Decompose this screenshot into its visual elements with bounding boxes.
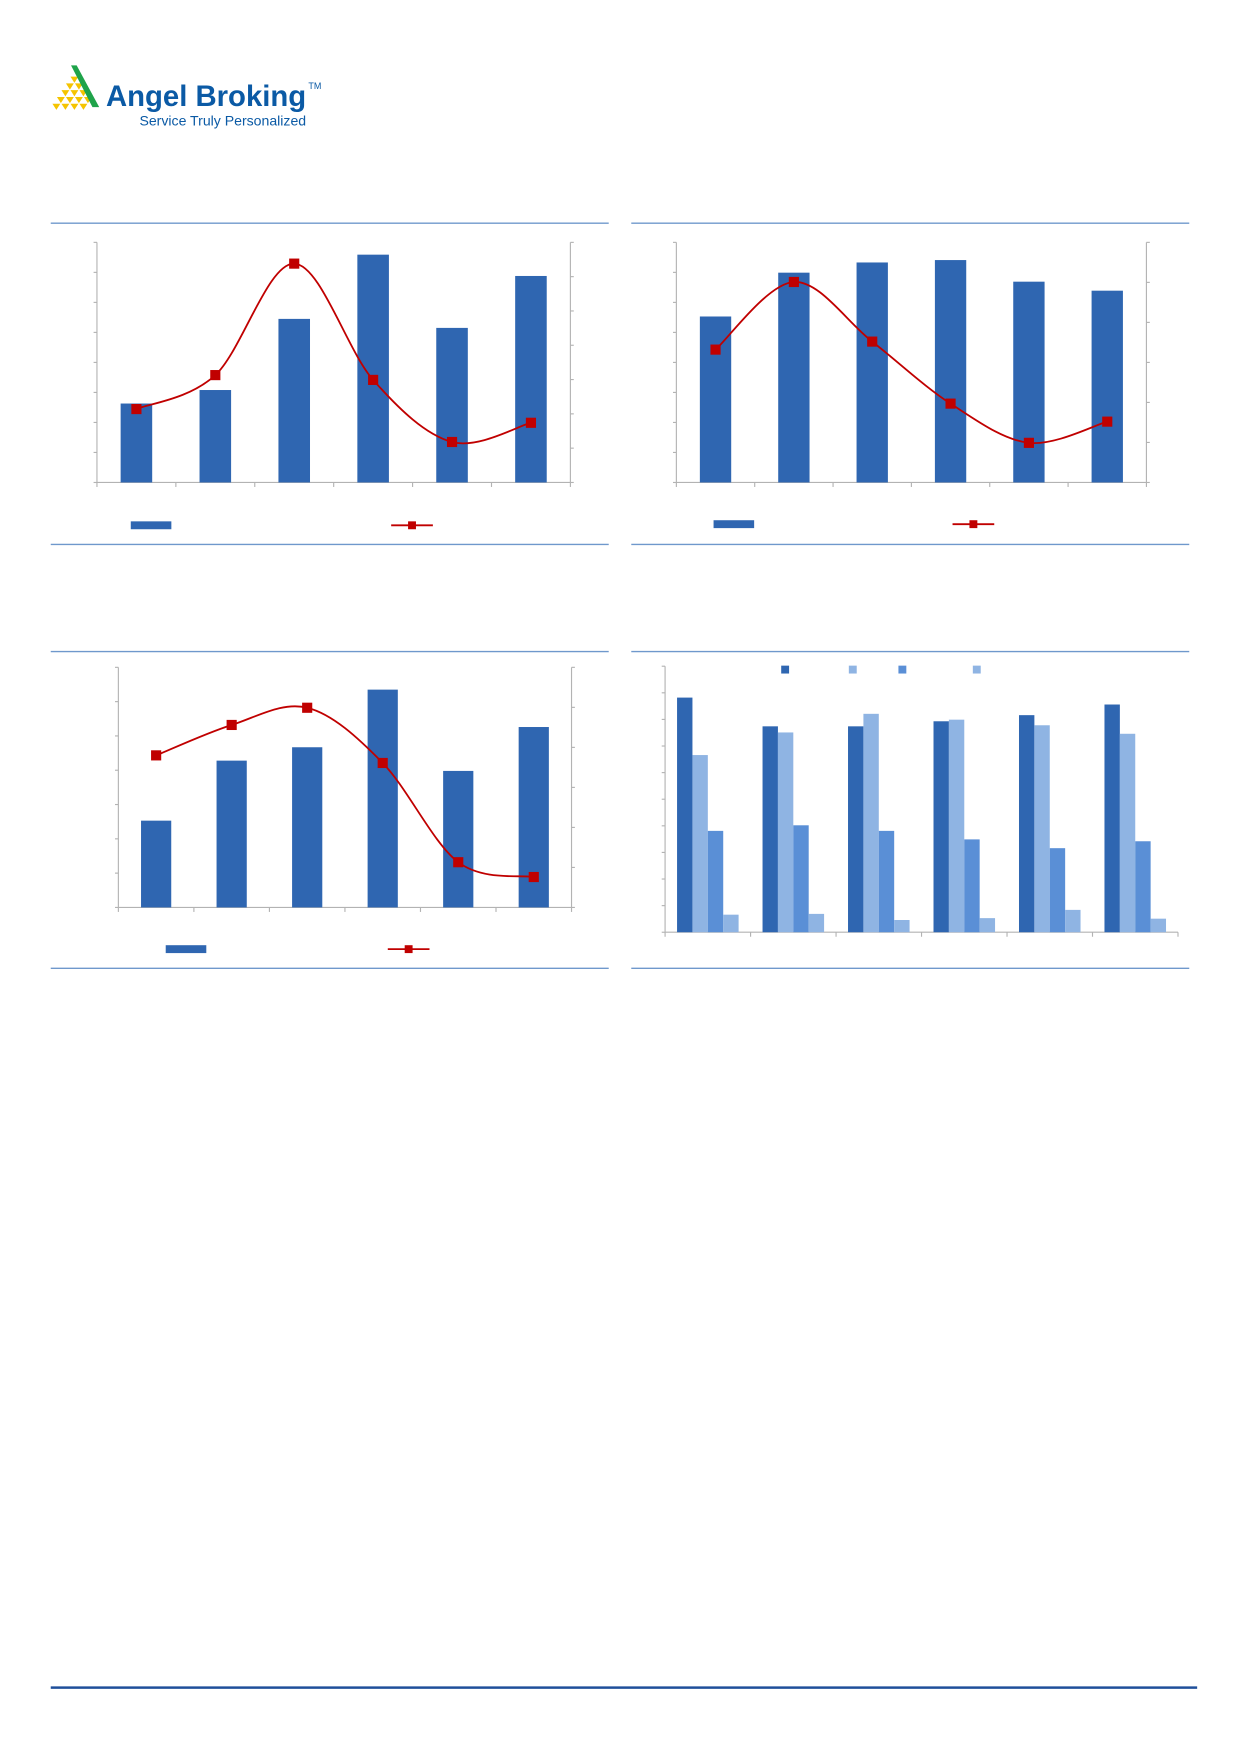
bar bbox=[848, 726, 864, 933]
bar bbox=[1034, 725, 1050, 933]
bar bbox=[723, 914, 739, 933]
legend-swatch bbox=[972, 665, 981, 674]
bar bbox=[808, 913, 825, 933]
bar bbox=[793, 825, 809, 933]
chart-1 bbox=[50, 222, 609, 546]
bar bbox=[863, 713, 879, 933]
logo-triangle bbox=[61, 103, 70, 110]
logo-triangle bbox=[70, 76, 79, 83]
bar bbox=[1104, 704, 1120, 933]
line-marker bbox=[446, 436, 458, 448]
bar bbox=[1049, 848, 1066, 933]
bar bbox=[692, 755, 708, 933]
line-marker bbox=[1102, 416, 1113, 427]
line-series bbox=[155, 705, 534, 878]
chart-2 bbox=[631, 222, 1190, 546]
legend-bar-swatch bbox=[130, 521, 172, 530]
logo-green-stripe bbox=[71, 65, 100, 108]
charts-area bbox=[50, 222, 1190, 969]
line-marker bbox=[131, 403, 142, 415]
legend-bar-swatch bbox=[713, 520, 755, 529]
bar bbox=[1135, 841, 1151, 933]
logo-triangle bbox=[70, 103, 79, 110]
bar bbox=[357, 254, 389, 483]
logo-triangle bbox=[65, 83, 74, 90]
bar bbox=[933, 721, 949, 933]
logo-triangle bbox=[52, 103, 61, 110]
bar bbox=[1150, 918, 1167, 933]
bar bbox=[1018, 715, 1035, 933]
angel-broking-logo: Angel Broking TM Service Truly Personali… bbox=[52, 65, 321, 128]
bar bbox=[443, 770, 474, 908]
bar bbox=[707, 830, 724, 933]
bar bbox=[964, 839, 980, 933]
bar bbox=[894, 919, 910, 933]
bar bbox=[699, 316, 732, 483]
bar bbox=[856, 262, 888, 483]
bar bbox=[367, 689, 398, 908]
bar bbox=[778, 272, 810, 483]
line-marker bbox=[867, 336, 878, 347]
legend-line-marker bbox=[969, 520, 978, 529]
logo-triangle bbox=[70, 90, 79, 97]
footer-rule bbox=[50, 1686, 1198, 1689]
bar bbox=[777, 732, 794, 933]
line-marker bbox=[788, 276, 799, 288]
line-marker bbox=[302, 702, 313, 713]
logo-triangle bbox=[56, 96, 65, 104]
bar bbox=[948, 719, 965, 933]
bar bbox=[762, 726, 778, 933]
logo-triangle bbox=[74, 83, 83, 90]
line-marker bbox=[453, 857, 464, 868]
bar bbox=[1091, 290, 1123, 483]
line-marker bbox=[368, 374, 379, 385]
logo-triangle-mark bbox=[52, 76, 92, 110]
logo-triangle bbox=[74, 96, 83, 104]
bar bbox=[216, 760, 247, 908]
line-series bbox=[714, 281, 1108, 444]
legend-bar-swatch bbox=[165, 945, 207, 954]
line-marker bbox=[525, 417, 537, 428]
bar bbox=[278, 318, 311, 483]
bar bbox=[934, 260, 967, 483]
bar bbox=[878, 830, 895, 933]
line-marker bbox=[210, 370, 221, 381]
bar bbox=[436, 327, 468, 483]
legend-swatch bbox=[848, 665, 857, 674]
logo-tagline: Service Truly Personalized bbox=[139, 112, 306, 128]
bar bbox=[1013, 281, 1045, 483]
legend-swatch bbox=[781, 665, 790, 674]
line-marker bbox=[377, 757, 388, 769]
logo-triangle bbox=[79, 103, 88, 110]
logo-trademark: TM bbox=[308, 81, 321, 91]
line-marker bbox=[1023, 437, 1034, 448]
bar bbox=[292, 747, 323, 908]
line-marker bbox=[945, 398, 956, 409]
chart-3 bbox=[50, 650, 609, 969]
chart-4 bbox=[631, 650, 1190, 969]
line-series bbox=[136, 262, 532, 445]
bar bbox=[1119, 733, 1136, 933]
logo-name: Angel Broking bbox=[106, 80, 306, 113]
line-marker bbox=[528, 871, 539, 883]
bar bbox=[979, 918, 996, 933]
bar bbox=[515, 275, 547, 483]
legend-line-marker bbox=[404, 945, 413, 954]
line-marker bbox=[151, 750, 162, 761]
line-marker bbox=[710, 344, 721, 355]
bar bbox=[120, 403, 153, 483]
bar bbox=[199, 390, 232, 483]
legend-line-marker bbox=[408, 521, 416, 530]
logo-triangle bbox=[61, 90, 70, 97]
bar bbox=[141, 820, 172, 908]
legend-swatch bbox=[898, 665, 907, 674]
line-marker bbox=[226, 719, 237, 731]
bar bbox=[677, 697, 693, 933]
bar bbox=[1065, 909, 1081, 933]
line-marker bbox=[289, 258, 300, 269]
logo-triangle bbox=[65, 96, 74, 104]
